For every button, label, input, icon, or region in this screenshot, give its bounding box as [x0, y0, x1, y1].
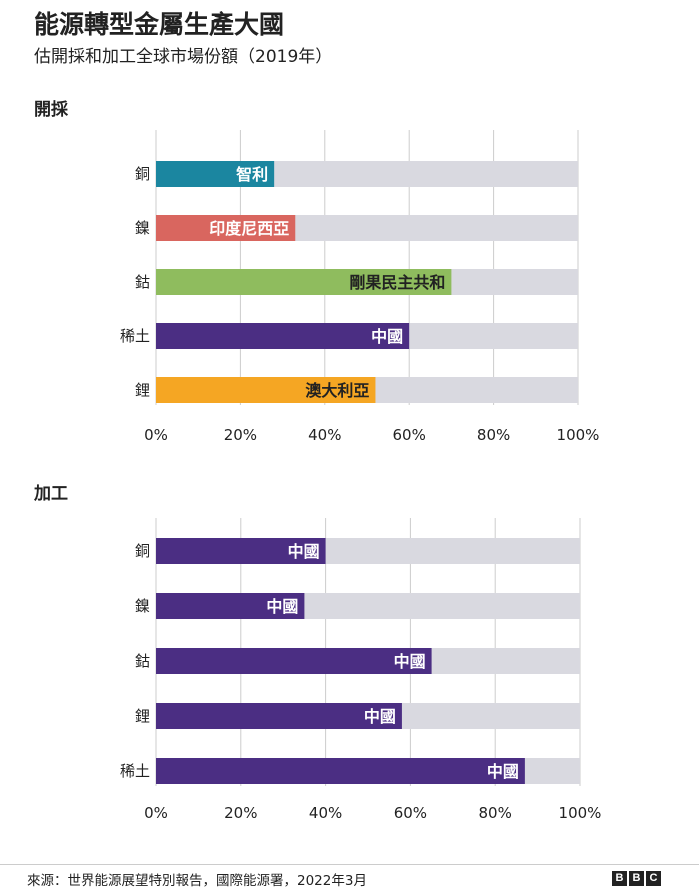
bar	[156, 215, 296, 241]
footer-divider	[0, 864, 699, 865]
source-note: 來源：世界能源展望特別報告，國際能源署，2022年3月	[27, 873, 367, 889]
bar	[156, 703, 402, 729]
bar-row: 鈷 中國	[135, 648, 580, 674]
logo-letter: C	[646, 871, 661, 886]
bar-row: 鎳 印度尼西亞	[135, 215, 578, 241]
bar	[156, 648, 432, 674]
x-tick-label: 100%	[557, 426, 600, 444]
category-label: 稀土	[120, 327, 150, 345]
x-tick-label: 0%	[144, 426, 168, 444]
x-tick-label: 80%	[477, 426, 510, 444]
logo-letter: B	[612, 871, 627, 886]
bar-data-label: 中國	[487, 762, 519, 781]
bar-data-label: 剛果民主共和	[349, 273, 445, 292]
category-label: 銅	[135, 542, 150, 560]
x-tick-label: 100%	[559, 804, 602, 822]
bar	[156, 269, 452, 295]
bar-data-label: 中國	[364, 707, 396, 726]
processing-share-chart: 銅中國鎳 中國鈷 中國鋰 中國稀土 中國0% 20% 40% 60% 80% 100%	[120, 518, 602, 822]
category-label: 鋰	[135, 707, 150, 725]
x-tick-label: 40%	[308, 426, 341, 444]
x-tick-label: 60%	[393, 426, 426, 444]
bar-data-label: 智利	[236, 165, 268, 184]
section-label-processing: 加工	[34, 484, 68, 504]
category-label: 鎳	[135, 597, 150, 615]
bar	[156, 593, 305, 619]
bar-row: 鋰 中國	[135, 703, 580, 729]
category-label: 鎳	[135, 219, 150, 237]
category-label: 鋰	[135, 381, 150, 399]
bar-row: 稀土 中國	[120, 323, 578, 349]
bar-row: 銅 智利	[135, 161, 578, 187]
bar	[156, 538, 326, 564]
category-label: 鈷	[135, 652, 150, 670]
category-label: 銅	[135, 165, 150, 183]
bar-data-label: 澳大利亞	[305, 381, 369, 400]
x-tick-label: 40%	[309, 804, 342, 822]
bar-data-label: 中國	[394, 652, 426, 671]
chart-title: 能源轉型金屬生產大國	[34, 10, 285, 39]
bar	[156, 377, 376, 403]
x-tick-label: 20%	[224, 804, 257, 822]
bar-data-label: 中國	[288, 542, 320, 561]
x-tick-label: 60%	[394, 804, 427, 822]
logo-letter: B	[629, 871, 644, 886]
bar-row: 鎳 中國	[135, 593, 580, 619]
category-label: 稀土	[120, 762, 150, 780]
bar	[156, 758, 525, 784]
bar-row: 鋰 澳大利亞	[135, 377, 578, 403]
bar	[156, 323, 410, 349]
category-label: 鈷	[135, 273, 150, 291]
bar-data-label: 中國	[266, 597, 298, 616]
section-label-mining: 開採	[34, 100, 68, 120]
bar	[156, 161, 275, 187]
bar-row: 銅 中國	[135, 538, 580, 564]
x-tick-label: 0%	[144, 804, 168, 822]
bar-data-label: 中國	[371, 327, 403, 346]
chart-subtitle: 估開採和加工全球市場份額（2019年）	[34, 47, 333, 67]
bar-row: 鈷 剛果民主共和	[135, 269, 578, 295]
bbc-logo: B B C	[612, 871, 661, 886]
x-tick-label: 20%	[224, 426, 257, 444]
bar-data-label: 印度尼西亞	[209, 219, 289, 238]
x-tick-label: 80%	[479, 804, 512, 822]
bar-row: 稀土 中國	[120, 758, 580, 784]
